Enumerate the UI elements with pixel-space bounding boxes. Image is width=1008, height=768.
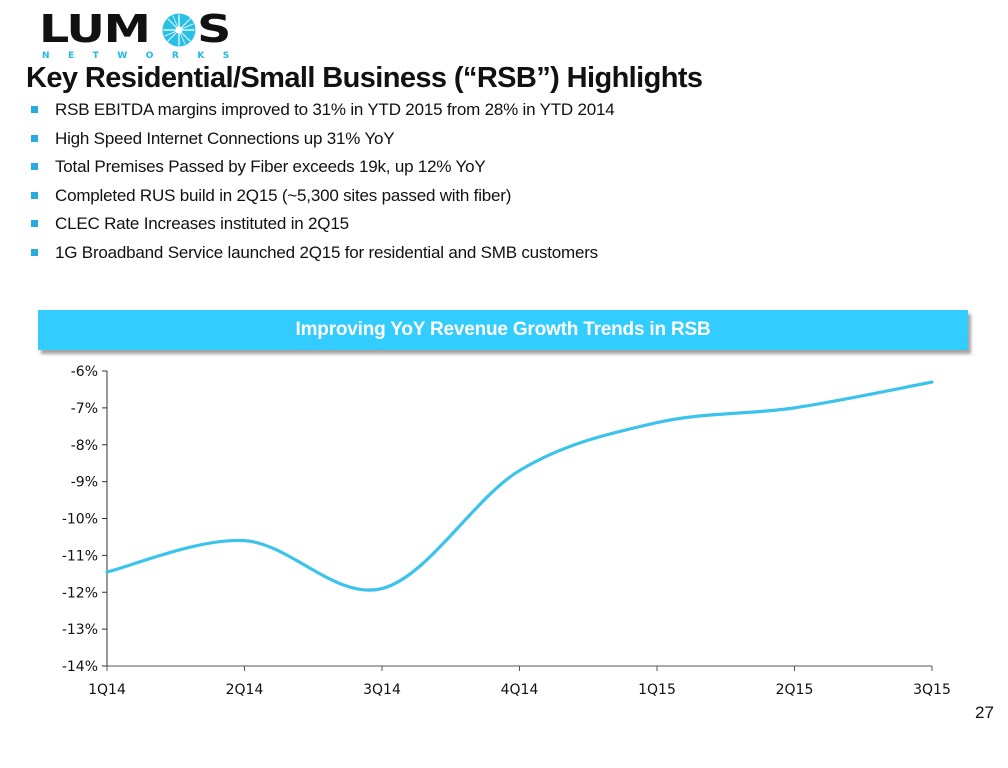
highlight-item: High Speed Internet Connections up 31% Y…: [31, 127, 615, 156]
lumos-networks-logo: LUM S NETWORKS: [39, 10, 231, 62]
x-tick-label: 1Q15: [638, 682, 676, 698]
logo-word-part1: LUM: [39, 7, 151, 51]
logo-wordmark: LUM S: [39, 7, 231, 51]
y-tick-label: -7%: [71, 401, 98, 417]
bullet-square-icon: [31, 163, 38, 170]
y-tick-label: -13%: [62, 622, 98, 638]
y-tick-label: -14%: [62, 659, 98, 675]
chart-title: Improving YoY Revenue Growth Trends in R…: [295, 319, 711, 340]
highlight-item: RSB EBITDA margins improved to 31% in YT…: [31, 98, 615, 127]
logo-word-part2: S: [197, 7, 231, 51]
y-tick-label: -10%: [62, 512, 98, 528]
x-tick-label: 3Q14: [363, 682, 401, 698]
highlight-text: 1G Broadband Service launched 2Q15 for r…: [55, 242, 598, 262]
x-axis: 1Q14 2Q14 3Q14 4Q14 1Q15 2Q15 3Q15: [88, 665, 951, 698]
logo-subtitle: NETWORKS: [42, 51, 248, 61]
page-title: Key Residential/Small Business (“RSB”) H…: [26, 62, 703, 94]
bullet-square-icon: [31, 106, 38, 113]
x-tick-label: 1Q14: [88, 682, 126, 698]
bullet-square-icon: [31, 220, 38, 227]
starburst-icon: [162, 13, 196, 47]
x-tick-label: 3Q15: [913, 682, 951, 698]
highlight-text: CLEC Rate Increases instituted in 2Q15: [55, 214, 349, 233]
highlight-text: Total Premises Passed by Fiber exceeds 1…: [55, 157, 486, 176]
y-tick-label: -6%: [71, 364, 98, 380]
highlight-item: CLEC Rate Increases instituted in 2Q15: [31, 212, 615, 241]
y-tick-label: -12%: [62, 585, 98, 601]
highlight-text: RSB EBITDA margins improved to 31% in YT…: [55, 100, 615, 119]
page-number: 27: [975, 703, 994, 722]
highlight-item: 1G Broadband Service launched 2Q15 for r…: [31, 241, 615, 270]
x-tick-label: 2Q14: [226, 682, 264, 698]
highlight-text: Completed RUS build in 2Q15 (~5,300 site…: [55, 185, 512, 205]
bullet-square-icon: [31, 248, 38, 256]
highlights-list: RSB EBITDA margins improved to 31% in YT…: [31, 98, 615, 269]
revenue-growth-line-chart: -6% -7% -8% -9% -10% -11% -12% -13% -14% 1Q14 2Q1…: [62, 364, 951, 698]
highlight-item: Completed RUS build in 2Q15 (~5,300 site…: [31, 184, 615, 213]
chart-title-banner: Improving YoY Revenue Growth Trends in R…: [38, 310, 968, 350]
series-group: [105, 380, 934, 592]
y-axis: -6% -7% -8% -9% -10% -11% -12% -13% -14%: [62, 364, 108, 675]
series-line: [105, 380, 934, 592]
y-tick-label: -9%: [71, 475, 98, 491]
highlight-text: High Speed Internet Connections up 31% Y…: [55, 128, 395, 148]
x-tick-label: 2Q15: [776, 682, 814, 698]
y-tick-label: -11%: [62, 548, 98, 564]
highlight-item: Total Premises Passed by Fiber exceeds 1…: [31, 155, 615, 184]
x-tick-label: 4Q14: [501, 682, 539, 698]
bullet-square-icon: [31, 191, 38, 199]
bullet-square-icon: [31, 134, 38, 142]
y-tick-label: -8%: [71, 438, 98, 454]
